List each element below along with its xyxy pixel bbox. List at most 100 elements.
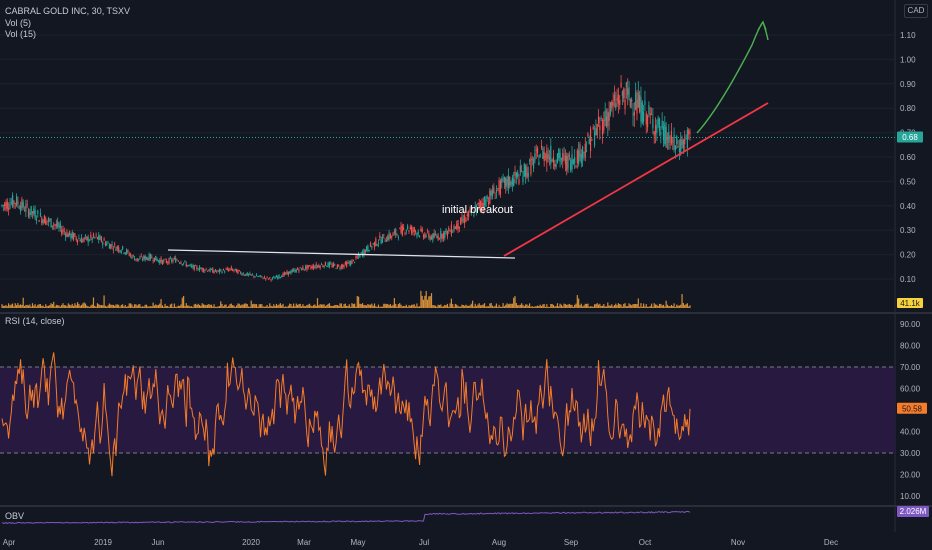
volume-bar [294, 306, 296, 308]
volume-bar [411, 304, 413, 308]
volume-bar [631, 305, 633, 308]
candle-body [90, 234, 92, 238]
candle-body [175, 258, 177, 263]
volume-bar [575, 303, 577, 308]
volume-bar [328, 303, 331, 308]
volume-bar [306, 305, 308, 308]
rsi-legend[interactable]: RSI (14, close) [5, 316, 65, 326]
volume-bar [559, 303, 561, 308]
candle-body [220, 269, 222, 271]
candle-body [82, 239, 84, 242]
candle-body [498, 180, 500, 193]
candle-body [391, 235, 393, 238]
volume-bar [135, 304, 137, 308]
volume-bar [269, 303, 271, 308]
volume-bar [578, 298, 580, 308]
candle-body [37, 210, 39, 214]
candle-body [216, 271, 218, 273]
candle-body [108, 244, 110, 249]
volume-bar [151, 306, 153, 308]
candle-body [282, 273, 284, 277]
candle-body [5, 202, 7, 211]
volume-bar [434, 305, 437, 308]
candle-body [249, 273, 251, 276]
candle-body [139, 257, 141, 260]
volume-bar [391, 305, 393, 308]
candle-body [596, 123, 598, 136]
volume-bar [164, 303, 166, 308]
candle-body [604, 110, 606, 121]
candle-body [552, 157, 555, 163]
candle-body [538, 161, 540, 166]
volume-bar [262, 306, 264, 308]
svg-text:50.58: 50.58 [902, 404, 923, 413]
volume-bar [620, 304, 622, 308]
candle-body [483, 197, 486, 206]
resistance-trendline[interactable] [167, 249, 516, 259]
candle-body [96, 237, 99, 240]
volume-bar [332, 305, 335, 308]
volume-bar [688, 306, 690, 308]
candle-body [592, 127, 594, 130]
volume-bar [686, 303, 688, 308]
annotation-initial-breakout[interactable]: initial breakout [442, 204, 513, 216]
candle-body [218, 269, 221, 273]
candle-body [302, 266, 304, 270]
volume-bar [242, 304, 244, 308]
volume-bar [145, 304, 148, 308]
candle-body [287, 271, 289, 276]
volume-bar [228, 305, 230, 308]
support-trendline[interactable] [503, 102, 769, 257]
currency-button[interactable]: CAD [904, 4, 928, 18]
volume-bar [633, 304, 635, 308]
candle-body [580, 154, 582, 164]
candle-body [471, 208, 474, 210]
volume-bar [426, 299, 429, 308]
candle-body [115, 248, 117, 251]
volume-bar [37, 304, 39, 308]
time-axis-ticks: Apr 2019 Jun 2020 Mar May Jul Aug Sep Oct Nov Dec [3, 538, 838, 547]
volume-bar [421, 295, 423, 308]
volume-bar [517, 305, 519, 308]
volume-bar [261, 304, 263, 308]
volume-bar [319, 304, 321, 308]
candle-body [490, 191, 492, 196]
candle-body [298, 269, 300, 272]
volume-bar [277, 305, 279, 308]
volume-bar [205, 305, 207, 308]
candle-body [132, 255, 134, 256]
symbol-legend[interactable]: CABRAL GOLD INC, 30, TSXV [5, 6, 131, 16]
volume-bar [132, 306, 134, 308]
candle-body [190, 265, 193, 267]
volume-bar [148, 306, 150, 308]
obv-legend[interactable]: OBV [5, 511, 25, 521]
volume-bar [430, 293, 433, 308]
volume-bar [680, 304, 682, 308]
volume-bar [383, 303, 385, 308]
volume-bar [371, 303, 373, 308]
rsi-tick-label: 90.00 [900, 320, 921, 329]
volume-bar [179, 305, 181, 308]
candle-body [426, 230, 429, 232]
candle-body [217, 270, 219, 272]
volume-bar [487, 306, 490, 308]
projection-arrow[interactable] [696, 20, 769, 134]
volume-bar [539, 304, 541, 308]
candle-body [588, 139, 590, 144]
vol15-legend[interactable]: Vol (15) [5, 29, 37, 39]
candle-body [67, 233, 69, 238]
candle-body [210, 268, 213, 270]
volume-bar [381, 306, 384, 308]
candle-body [107, 242, 109, 244]
volume-bar [230, 303, 232, 308]
candle-body [523, 163, 525, 177]
volume-bar [657, 306, 659, 308]
candle-body [334, 264, 336, 266]
vol5-legend[interactable]: Vol (5) [5, 18, 32, 28]
candle-body [42, 220, 44, 224]
volume-bar [624, 303, 626, 308]
candle-body [411, 226, 413, 234]
candle-body [243, 275, 246, 276]
candle-body [680, 139, 682, 154]
